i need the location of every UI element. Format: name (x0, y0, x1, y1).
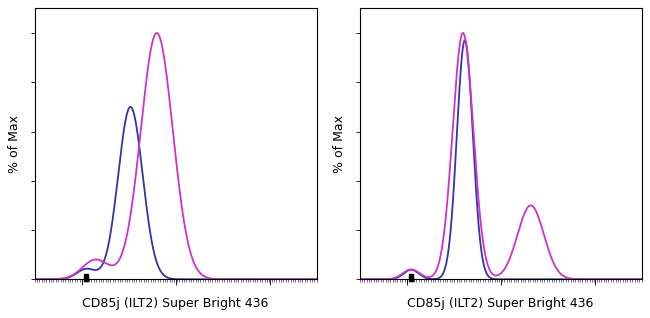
Y-axis label: % of Max: % of Max (8, 115, 21, 173)
X-axis label: CD85j (ILT2) Super Bright 436: CD85j (ILT2) Super Bright 436 (408, 297, 594, 310)
Y-axis label: % of Max: % of Max (333, 115, 346, 173)
Bar (84, 274, 88, 280)
X-axis label: CD85j (ILT2) Super Bright 436: CD85j (ILT2) Super Bright 436 (83, 297, 269, 310)
Bar (410, 274, 413, 280)
